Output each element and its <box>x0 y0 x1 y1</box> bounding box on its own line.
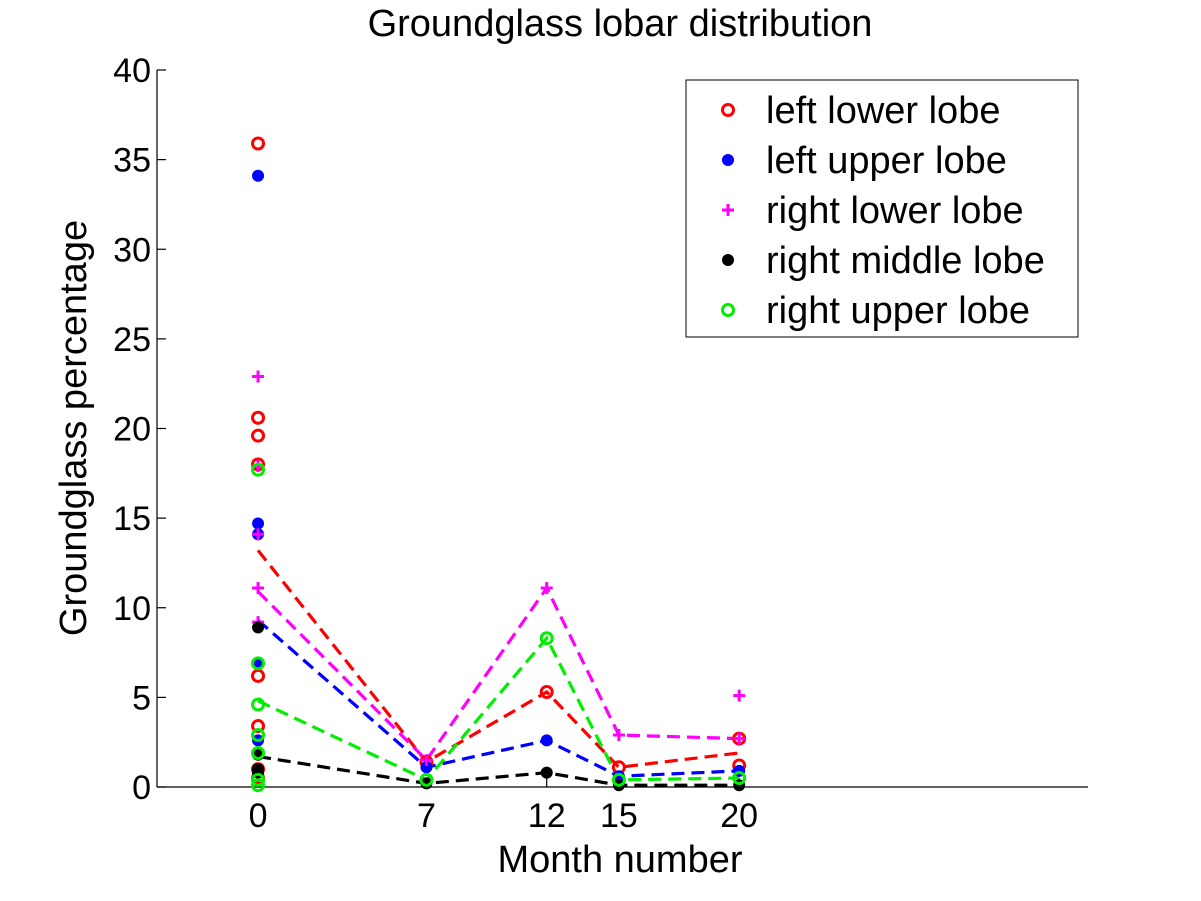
data-point-series-3 <box>252 528 265 541</box>
data-point-series-3 <box>612 729 625 742</box>
data-point-series-4 <box>540 766 553 779</box>
y-axis-title: Groundglass percentage <box>53 220 95 636</box>
data-point-series-5 <box>251 778 266 793</box>
data-point-series-1 <box>251 719 266 734</box>
data-point-series-1 <box>251 668 266 683</box>
data-point-series-1 <box>251 428 266 443</box>
data-point-series-3 <box>420 754 433 767</box>
y-tick-label: 20 <box>113 411 151 449</box>
x-tick-label: 15 <box>600 797 638 835</box>
legend-marker-4 <box>722 254 734 266</box>
x-tick-label: 7 <box>417 797 436 835</box>
x-ticks: 0 7 12 15 20 <box>249 778 758 835</box>
data-point-series-5 <box>611 772 626 787</box>
x-tick-label: 12 <box>528 797 566 835</box>
data-point-series-5 <box>251 745 266 760</box>
y-ticks: 0 5 10 15 20 25 30 35 40 <box>113 52 166 807</box>
mean-line-series-1 <box>256 549 740 769</box>
data-point-series-5 <box>419 772 434 787</box>
data-point-series-1 <box>539 684 554 699</box>
mean-line-series-3 <box>256 584 740 763</box>
data-point-series-5 <box>539 631 554 646</box>
legend: left lower lobe left upper lobe right lowe… <box>685 79 1079 338</box>
mean-lines <box>256 549 740 787</box>
data-point-series-2 <box>252 169 265 182</box>
legend-label-5: right upper lobe <box>766 290 1030 332</box>
data-point-series-2 <box>252 517 265 530</box>
data-points <box>251 136 747 793</box>
legend-marker-1 <box>721 103 735 117</box>
x-axis-title: Month number <box>497 839 742 881</box>
legend-marker-3 <box>722 204 734 216</box>
data-point-series-3 <box>540 582 553 595</box>
chart-title: Groundglass lobar distribution <box>368 3 873 45</box>
data-point-series-3 <box>252 370 265 383</box>
legend-label-1: left lower lobe <box>766 90 1000 132</box>
y-tick-label: 5 <box>132 679 151 717</box>
y-tick-label: 25 <box>113 321 151 359</box>
data-point-series-5 <box>251 697 266 712</box>
data-point-series-3 <box>733 732 746 745</box>
data-point-series-4 <box>252 621 265 634</box>
y-tick-label: 10 <box>113 590 151 628</box>
legend-label-4: right middle lobe <box>766 240 1045 282</box>
data-point-series-5 <box>251 728 266 743</box>
legend-marker-5 <box>721 303 735 317</box>
data-point-series-5 <box>251 462 266 477</box>
y-tick-label: 40 <box>113 52 151 90</box>
y-tick-label: 30 <box>113 231 151 269</box>
x-tick-label: 20 <box>720 797 758 835</box>
data-point-series-5 <box>732 771 747 786</box>
mean-line-series-2 <box>256 619 740 778</box>
y-tick-label: 35 <box>113 142 151 180</box>
data-point-series-5 <box>251 656 266 671</box>
x-tick-label: 0 <box>249 797 268 835</box>
legend-marker-2 <box>722 154 734 166</box>
y-tick-label: 15 <box>113 500 151 538</box>
data-point-series-3 <box>733 689 746 702</box>
mean-line-series-5 <box>257 635 740 782</box>
data-point-series-1 <box>251 136 266 151</box>
legend-box <box>685 79 1079 338</box>
data-point-series-3 <box>252 582 265 595</box>
legend-label-3: right lower lobe <box>766 190 1024 232</box>
data-point-series-5 <box>251 772 266 787</box>
data-point-series-1 <box>251 410 266 425</box>
data-point-series-2 <box>540 734 553 747</box>
y-tick-label: 0 <box>132 769 151 807</box>
legend-label-2: left upper lobe <box>766 140 1007 182</box>
